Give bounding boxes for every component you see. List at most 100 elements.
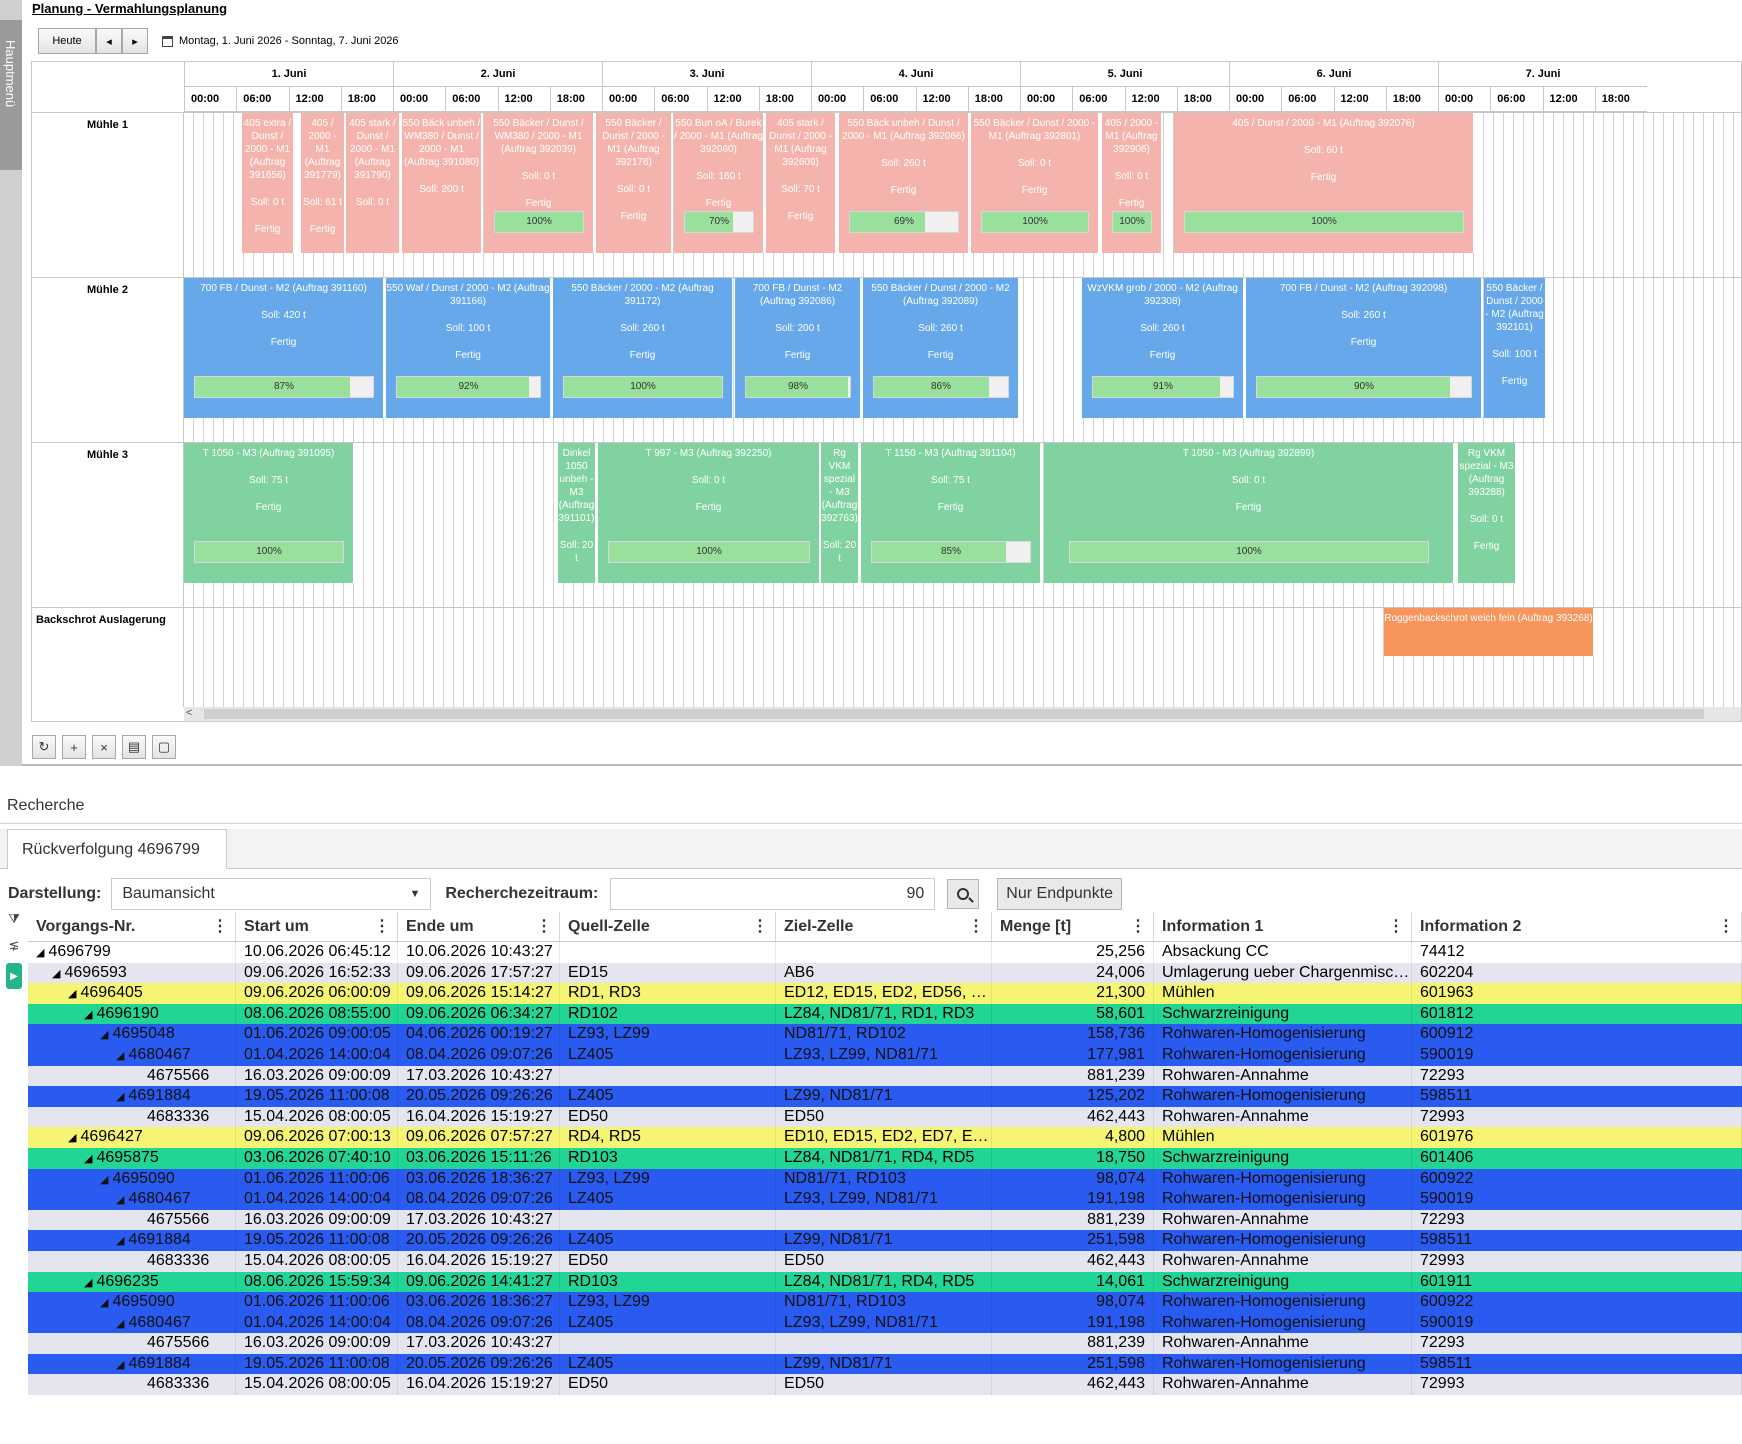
table-row[interactable]: ◢ 4696799 10.06.2026 06:45:12 10.06.2026 10… <box>28 942 1742 963</box>
order-bar[interactable]: 550 Waf / Dunst / 2000 - M2 (Auftrag 391… <box>386 278 551 418</box>
tree-expander-icon[interactable]: ◢ <box>100 1029 109 1042</box>
tab-rueckverfolgung[interactable]: Rückverfolgung 4696799 <box>7 829 227 869</box>
order-bar[interactable]: 405 extra / Dunst / 2000 - M1 (Auftrag 3… <box>242 113 294 253</box>
order-bar[interactable]: Roggenbackschrot weich fein (Auftrag 393… <box>1384 608 1594 656</box>
column-menu-icon[interactable]: ⋮ <box>1388 918 1404 935</box>
column-header[interactable]: Ziel-Zelle ⋮ <box>776 912 992 941</box>
zeitraum-input[interactable]: 90 <box>610 878 936 910</box>
tree-expander-icon[interactable]: ◢ <box>36 947 45 959</box>
tree-expander-icon[interactable]: ◢ <box>116 1194 125 1207</box>
table-row[interactable]: ◢ 4680467 01.04.2026 14:00:04 08.04.2026 09… <box>28 1312 1742 1334</box>
table-row[interactable]: ◢ 4680467 01.04.2026 14:00:04 08.04.2026 09… <box>28 1189 1742 1210</box>
scroll-thumb[interactable] <box>204 709 1704 719</box>
column-menu-icon[interactable]: ⋮ <box>536 918 552 935</box>
order-bar[interactable]: Dinkel 1050 unbeh - M3 (Auftrag 391101) S… <box>558 443 596 583</box>
previous-week-button[interactable]: ◂ <box>96 28 122 54</box>
order-bar[interactable]: 550 Bäcker / Dunst / 2000 - M1 (Auftrag … <box>596 113 672 253</box>
tree-expander-icon[interactable]: ◢ <box>100 1297 109 1310</box>
table-row[interactable]: 4683336 15.04.2026 08:00:05 16.04.2026 15:… <box>28 1106 1742 1128</box>
main-menu-handle[interactable] <box>0 20 22 170</box>
expand-icon[interactable]: ▶ <box>6 963 22 989</box>
table-row[interactable]: ◢ 4691884 19.05.2026 11:00:08 20.05.2026 09… <box>28 1353 1742 1375</box>
column-header[interactable]: Menge [t] ⋮ <box>992 912 1154 941</box>
filter-icon[interactable]: ⧩ <box>8 911 20 926</box>
order-bar[interactable]: T 1050 - M3 (Auftrag 391095) Soll: 75 t Fe… <box>184 443 354 583</box>
order-bar[interactable]: T 1050 - M3 (Auftrag 392899) Soll: 0 t Fer… <box>1044 443 1454 583</box>
tree-expander-icon[interactable]: ◢ <box>100 1173 109 1186</box>
column-header[interactable]: Information 2 ⋮ <box>1412 912 1742 941</box>
order-bar[interactable]: 405 / Dunst / 2000 - M1 (Auftrag 392076)… <box>1174 113 1474 253</box>
order-bar[interactable]: 550 Bäcker / 2000 - M2 (Auftrag 391172) S… <box>553 278 733 418</box>
tree-expander-icon[interactable]: ◢ <box>84 1276 93 1289</box>
table-row[interactable]: ◢ 4696427 09.06.2026 07:00:13 09.06.2026 07… <box>28 1127 1742 1148</box>
table-row[interactable]: ◢ 4691884 19.05.2026 11:00:08 20.05.2026 09… <box>28 1230 1742 1251</box>
table-row[interactable]: 4683336 15.04.2026 08:00:05 16.04.2026 15:… <box>28 1374 1742 1396</box>
table-row[interactable]: 4675566 16.03.2026 09:00:09 17.03.2026 10:… <box>28 1333 1742 1354</box>
date-range[interactable]: Montag, 1. Juni 2026 - Sonntag, 7. Juni … <box>162 35 399 47</box>
table-row[interactable]: ◢ 4695090 01.06.2026 11:00:06 03.06.2026 18… <box>28 1168 1742 1190</box>
column-menu-icon[interactable]: ⋮ <box>374 918 390 935</box>
table-row[interactable]: 4675566 16.03.2026 09:00:09 17.03.2026 10:… <box>28 1065 1742 1087</box>
tree-expander-icon[interactable]: ◢ <box>84 1008 93 1021</box>
order-bar[interactable]: 550 Bäcker / Dunst / 2000 - M2 (Auftrag … <box>863 278 1019 418</box>
table-row[interactable]: ◢ 4695048 01.06.2026 09:00:05 04.06.2026 00… <box>28 1024 1742 1045</box>
delete-icon[interactable]: × <box>92 735 116 759</box>
table-row[interactable]: ◢ 4695090 01.06.2026 11:00:06 03.06.2026 18… <box>28 1292 1742 1313</box>
order-bar[interactable]: 550 Bäcker / Dunst / 2000 - M2 (Auftrag … <box>1484 278 1546 418</box>
table-row[interactable]: ◢ 4696593 09.06.2026 16:52:33 09.06.2026 17… <box>28 962 1742 984</box>
nur-endpunkte-button[interactable]: Nur Endpunkte <box>997 878 1123 910</box>
table-row[interactable]: ◢ 4696235 08.06.2026 15:59:34 09.06.2026 14… <box>28 1271 1742 1293</box>
export-icon[interactable]: ▢ <box>152 735 176 759</box>
order-bar[interactable]: 405 stark / Dunst / 2000 - M1 (Auftrag 3… <box>766 113 836 253</box>
column-header[interactable]: Ende um ⋮ <box>398 912 560 941</box>
order-bar[interactable]: Rg VKM spezial - M3 (Auftrag 393288) Soll… <box>1458 443 1516 583</box>
tree-expander-icon[interactable]: ◢ <box>84 1152 93 1165</box>
clear-filter-icon[interactable]: ⋦ <box>8 937 20 952</box>
tree-expander-icon[interactable]: ◢ <box>116 1317 125 1330</box>
order-bar[interactable]: 700 FB / Dunst - M2 (Auftrag 392098) Soll… <box>1246 278 1482 418</box>
order-bar[interactable]: 700 FB / Dunst - M2 (Auftrag 392086) Soll… <box>735 278 861 418</box>
table-row[interactable]: 4675566 16.03.2026 09:00:09 17.03.2026 10:… <box>28 1209 1742 1231</box>
order-bar[interactable]: 550 Bäcker / Dunst / 2000 - M1 (Auftrag … <box>971 113 1099 253</box>
table-row[interactable]: ◢ 4691884 19.05.2026 11:00:08 20.05.2026 09… <box>28 1086 1742 1107</box>
tree-expander-icon[interactable]: ◢ <box>116 1049 125 1062</box>
add-icon[interactable]: + <box>62 735 86 759</box>
darstellung-select[interactable]: Baumansicht ▼ <box>111 878 432 910</box>
column-header[interactable]: Start um ⋮ <box>236 912 398 941</box>
order-bar[interactable]: 550 Bäcker / Dunst / WM380 / 2000 - M1 (… <box>484 113 594 253</box>
order-bar[interactable]: 550 Bäck unbeh / WM380 / Dunst / 2000 - … <box>402 113 482 253</box>
column-menu-icon[interactable]: ⋮ <box>1718 918 1734 935</box>
refresh-icon[interactable]: ↻ <box>32 735 56 759</box>
tree-expander-icon[interactable]: ◢ <box>68 988 77 1001</box>
order-bar[interactable]: 700 FB / Dunst - M2 (Auftrag 391160) Soll… <box>184 278 384 418</box>
order-bar[interactable]: T 1150 - M3 (Auftrag 391104) Soll: 75 t Fe… <box>861 443 1041 583</box>
order-bar[interactable]: 405 / 2000 - M1 (Auftrag 392906) Soll: 0 … <box>1102 113 1162 253</box>
horizontal-scrollbar[interactable]: < <box>184 707 1741 721</box>
pdf-export-icon[interactable]: ▤ <box>122 735 146 759</box>
table-row[interactable]: ◢ 4696405 09.06.2026 06:00:09 09.06.2026 15… <box>28 983 1742 1004</box>
next-week-button[interactable]: ▸ <box>122 28 148 54</box>
tree-expander-icon[interactable]: ◢ <box>116 1358 125 1371</box>
scroll-left-icon[interactable]: < <box>186 707 193 719</box>
order-bar[interactable]: 550 Bäck unbeh / Dunst / 2000 - M1 (Auft… <box>839 113 969 253</box>
column-header[interactable]: Quell-Zelle ⋮ <box>560 912 776 941</box>
column-menu-icon[interactable]: ⋮ <box>212 918 228 935</box>
column-menu-icon[interactable]: ⋮ <box>968 918 984 935</box>
order-bar[interactable]: 550 Bun oA / Burek / 2000 - M1 (Auftrag … <box>674 113 764 253</box>
order-bar[interactable]: T 997 - M3 (Auftrag 392250) Soll: 0 t Fert… <box>598 443 820 583</box>
order-bar[interactable]: WzVKM grob / 2000 - M2 (Auftrag 392308) S… <box>1082 278 1244 418</box>
table-row[interactable]: ◢ 4680467 01.04.2026 14:00:04 08.04.2026 09… <box>28 1044 1742 1066</box>
tree-expander-icon[interactable]: ◢ <box>116 1091 125 1104</box>
tree-expander-icon[interactable]: ◢ <box>52 967 61 980</box>
order-bar[interactable]: 405 stark / Dunst / 2000 - M1 (Auftrag 3… <box>346 113 400 253</box>
main-menu-sidebar[interactable]: Hauptmenü <box>0 0 22 766</box>
column-menu-icon[interactable]: ⋮ <box>752 918 768 935</box>
table-row[interactable]: ◢ 4695875 03.06.2026 07:40:10 03.06.2026 15… <box>28 1147 1742 1169</box>
order-bar[interactable]: 405 / 2000 - M1 (Auftrag 391779) Soll: 61… <box>301 113 345 253</box>
table-row[interactable]: ◢ 4696190 08.06.2026 08:55:00 09.06.2026 06… <box>28 1003 1742 1025</box>
search-button[interactable] <box>947 879 980 909</box>
order-bar[interactable]: Rg VKM spezial - M3 (Auftrag 392763) Soll… <box>821 443 859 583</box>
tree-expander-icon[interactable]: ◢ <box>116 1235 125 1248</box>
column-menu-icon[interactable]: ⋮ <box>1130 918 1146 935</box>
table-row[interactable]: 4683336 15.04.2026 08:00:05 16.04.2026 15:… <box>28 1250 1742 1272</box>
